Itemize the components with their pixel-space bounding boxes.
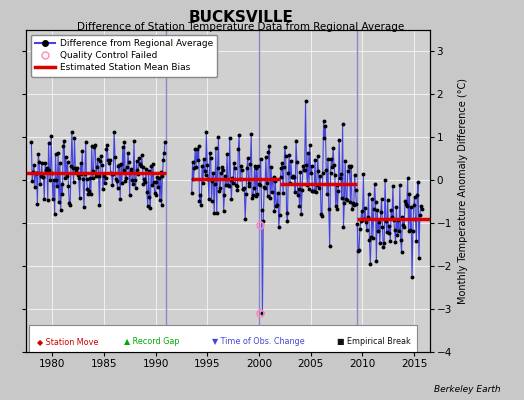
Y-axis label: Monthly Temperature Anomaly Difference (°C): Monthly Temperature Anomaly Difference (… [457,78,467,304]
Text: BUCKSVILLE: BUCKSVILLE [189,10,293,25]
Text: ▲ Record Gap: ▲ Record Gap [125,337,180,346]
Text: ◆ Station Move: ◆ Station Move [37,337,98,346]
Legend: Difference from Regional Average, Quality Control Failed, Estimated Station Mean: Difference from Regional Average, Qualit… [31,34,217,77]
Text: Difference of Station Temperature Data from Regional Average: Difference of Station Temperature Data f… [78,22,405,32]
FancyBboxPatch shape [29,325,417,352]
Text: ▼ Time of Obs. Change: ▼ Time of Obs. Change [212,337,305,346]
Text: Berkeley Earth: Berkeley Earth [434,385,500,394]
Text: ■ Empirical Break: ■ Empirical Break [336,337,410,346]
